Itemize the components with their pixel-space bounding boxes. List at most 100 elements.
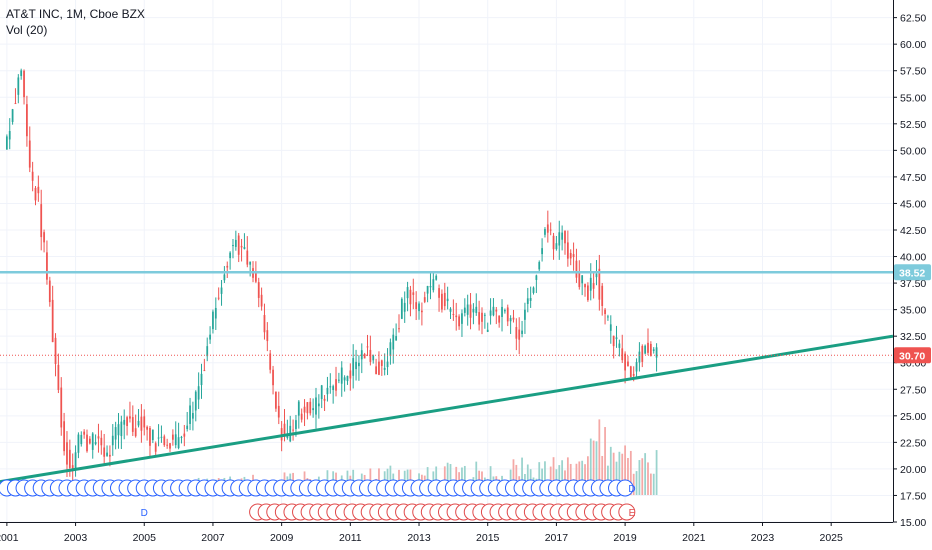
candle [406, 287, 409, 299]
price-tags: 38.52 30.70 [894, 264, 931, 364]
candle [106, 452, 108, 456]
candle [512, 317, 515, 320]
candle [151, 429, 154, 441]
volume-bar [632, 473, 635, 495]
candles [5, 68, 658, 485]
time-tick-label: 2023 [751, 532, 775, 544]
event-markers[interactable]: D D E [0, 479, 636, 521]
time-tick-label: 2003 [64, 532, 88, 544]
candle [409, 289, 412, 305]
candle [469, 304, 472, 318]
candle [458, 316, 460, 327]
candle [66, 442, 68, 465]
candle [306, 402, 309, 414]
candle [149, 428, 151, 446]
volume-bar [629, 450, 632, 495]
candle [349, 370, 352, 379]
trend-segment[interactable] [0, 334, 894, 484]
candle [555, 243, 558, 250]
volume-bar [561, 460, 564, 495]
time-tick-label: 2007 [201, 532, 225, 544]
candle [154, 443, 157, 452]
earnings-marker[interactable] [618, 503, 636, 521]
candle [552, 235, 555, 250]
candle [452, 314, 455, 316]
candle [234, 239, 237, 247]
candle [561, 232, 564, 240]
volume-bar [612, 452, 615, 495]
candle [37, 186, 40, 194]
volume-bar [578, 461, 581, 495]
candle [254, 272, 257, 282]
volume-bar [652, 473, 655, 495]
candle [398, 328, 400, 330]
volume-bar [618, 451, 621, 495]
candle [641, 346, 644, 362]
candle [489, 310, 492, 316]
candle [17, 77, 20, 95]
volume-bar [575, 463, 578, 495]
time-tick-label: 2021 [682, 532, 706, 544]
time-axis[interactable]: 2001 2003 2005 2007 2009 2011 2013 2015 2017 2019… [0, 522, 843, 544]
price-tick-label: 15.00 [900, 517, 926, 529]
candle [389, 342, 392, 356]
price-tick-label: 60.00 [900, 39, 926, 51]
candle [521, 330, 523, 334]
volume-bar [635, 471, 638, 495]
last-price-tag: 30.70 [899, 350, 925, 362]
volume-bar [475, 461, 478, 495]
candle [443, 292, 446, 307]
candle [226, 265, 229, 268]
candle [74, 452, 77, 471]
volume-bar [638, 460, 641, 495]
candle [535, 275, 538, 280]
volume-bar [649, 473, 652, 495]
candle [538, 262, 541, 270]
candle [386, 361, 389, 368]
dividend-marker-letter: D [628, 484, 635, 495]
candle [638, 351, 641, 363]
candle [194, 391, 197, 411]
candle [94, 442, 97, 445]
candle [515, 327, 518, 339]
candle [455, 315, 458, 318]
candle [143, 416, 146, 428]
volume-bar [449, 464, 452, 495]
volume-bar [621, 453, 624, 495]
candle [383, 367, 386, 370]
candle [366, 346, 369, 348]
candle [111, 435, 114, 446]
candle [426, 286, 429, 294]
candle [418, 303, 420, 312]
symbol-title[interactable]: AT&T INC, 1M, Cboe BZX [6, 7, 145, 21]
dividend-marker[interactable] [616, 479, 634, 497]
candle [629, 366, 632, 377]
candle [46, 252, 48, 280]
candle [558, 232, 561, 246]
trend-line[interactable] [0, 334, 894, 484]
candle [83, 431, 86, 435]
candle [635, 361, 638, 372]
candle [68, 449, 71, 468]
volume-bar [615, 461, 618, 495]
candle [607, 316, 609, 318]
candle [652, 349, 655, 351]
volume-bar [604, 427, 606, 495]
candle [123, 419, 126, 425]
candle [88, 438, 91, 444]
candle [269, 353, 272, 370]
candle [292, 429, 294, 431]
candle [137, 420, 140, 426]
candle [647, 342, 649, 353]
volume-indicator-label[interactable]: Vol (20) [6, 23, 48, 37]
candle [126, 417, 128, 427]
candle [478, 312, 481, 325]
candle [97, 436, 100, 439]
candle [446, 298, 449, 302]
candle [223, 274, 226, 281]
candle [48, 280, 51, 303]
candle [655, 347, 658, 358]
price-tick-label: 17.50 [900, 490, 926, 502]
